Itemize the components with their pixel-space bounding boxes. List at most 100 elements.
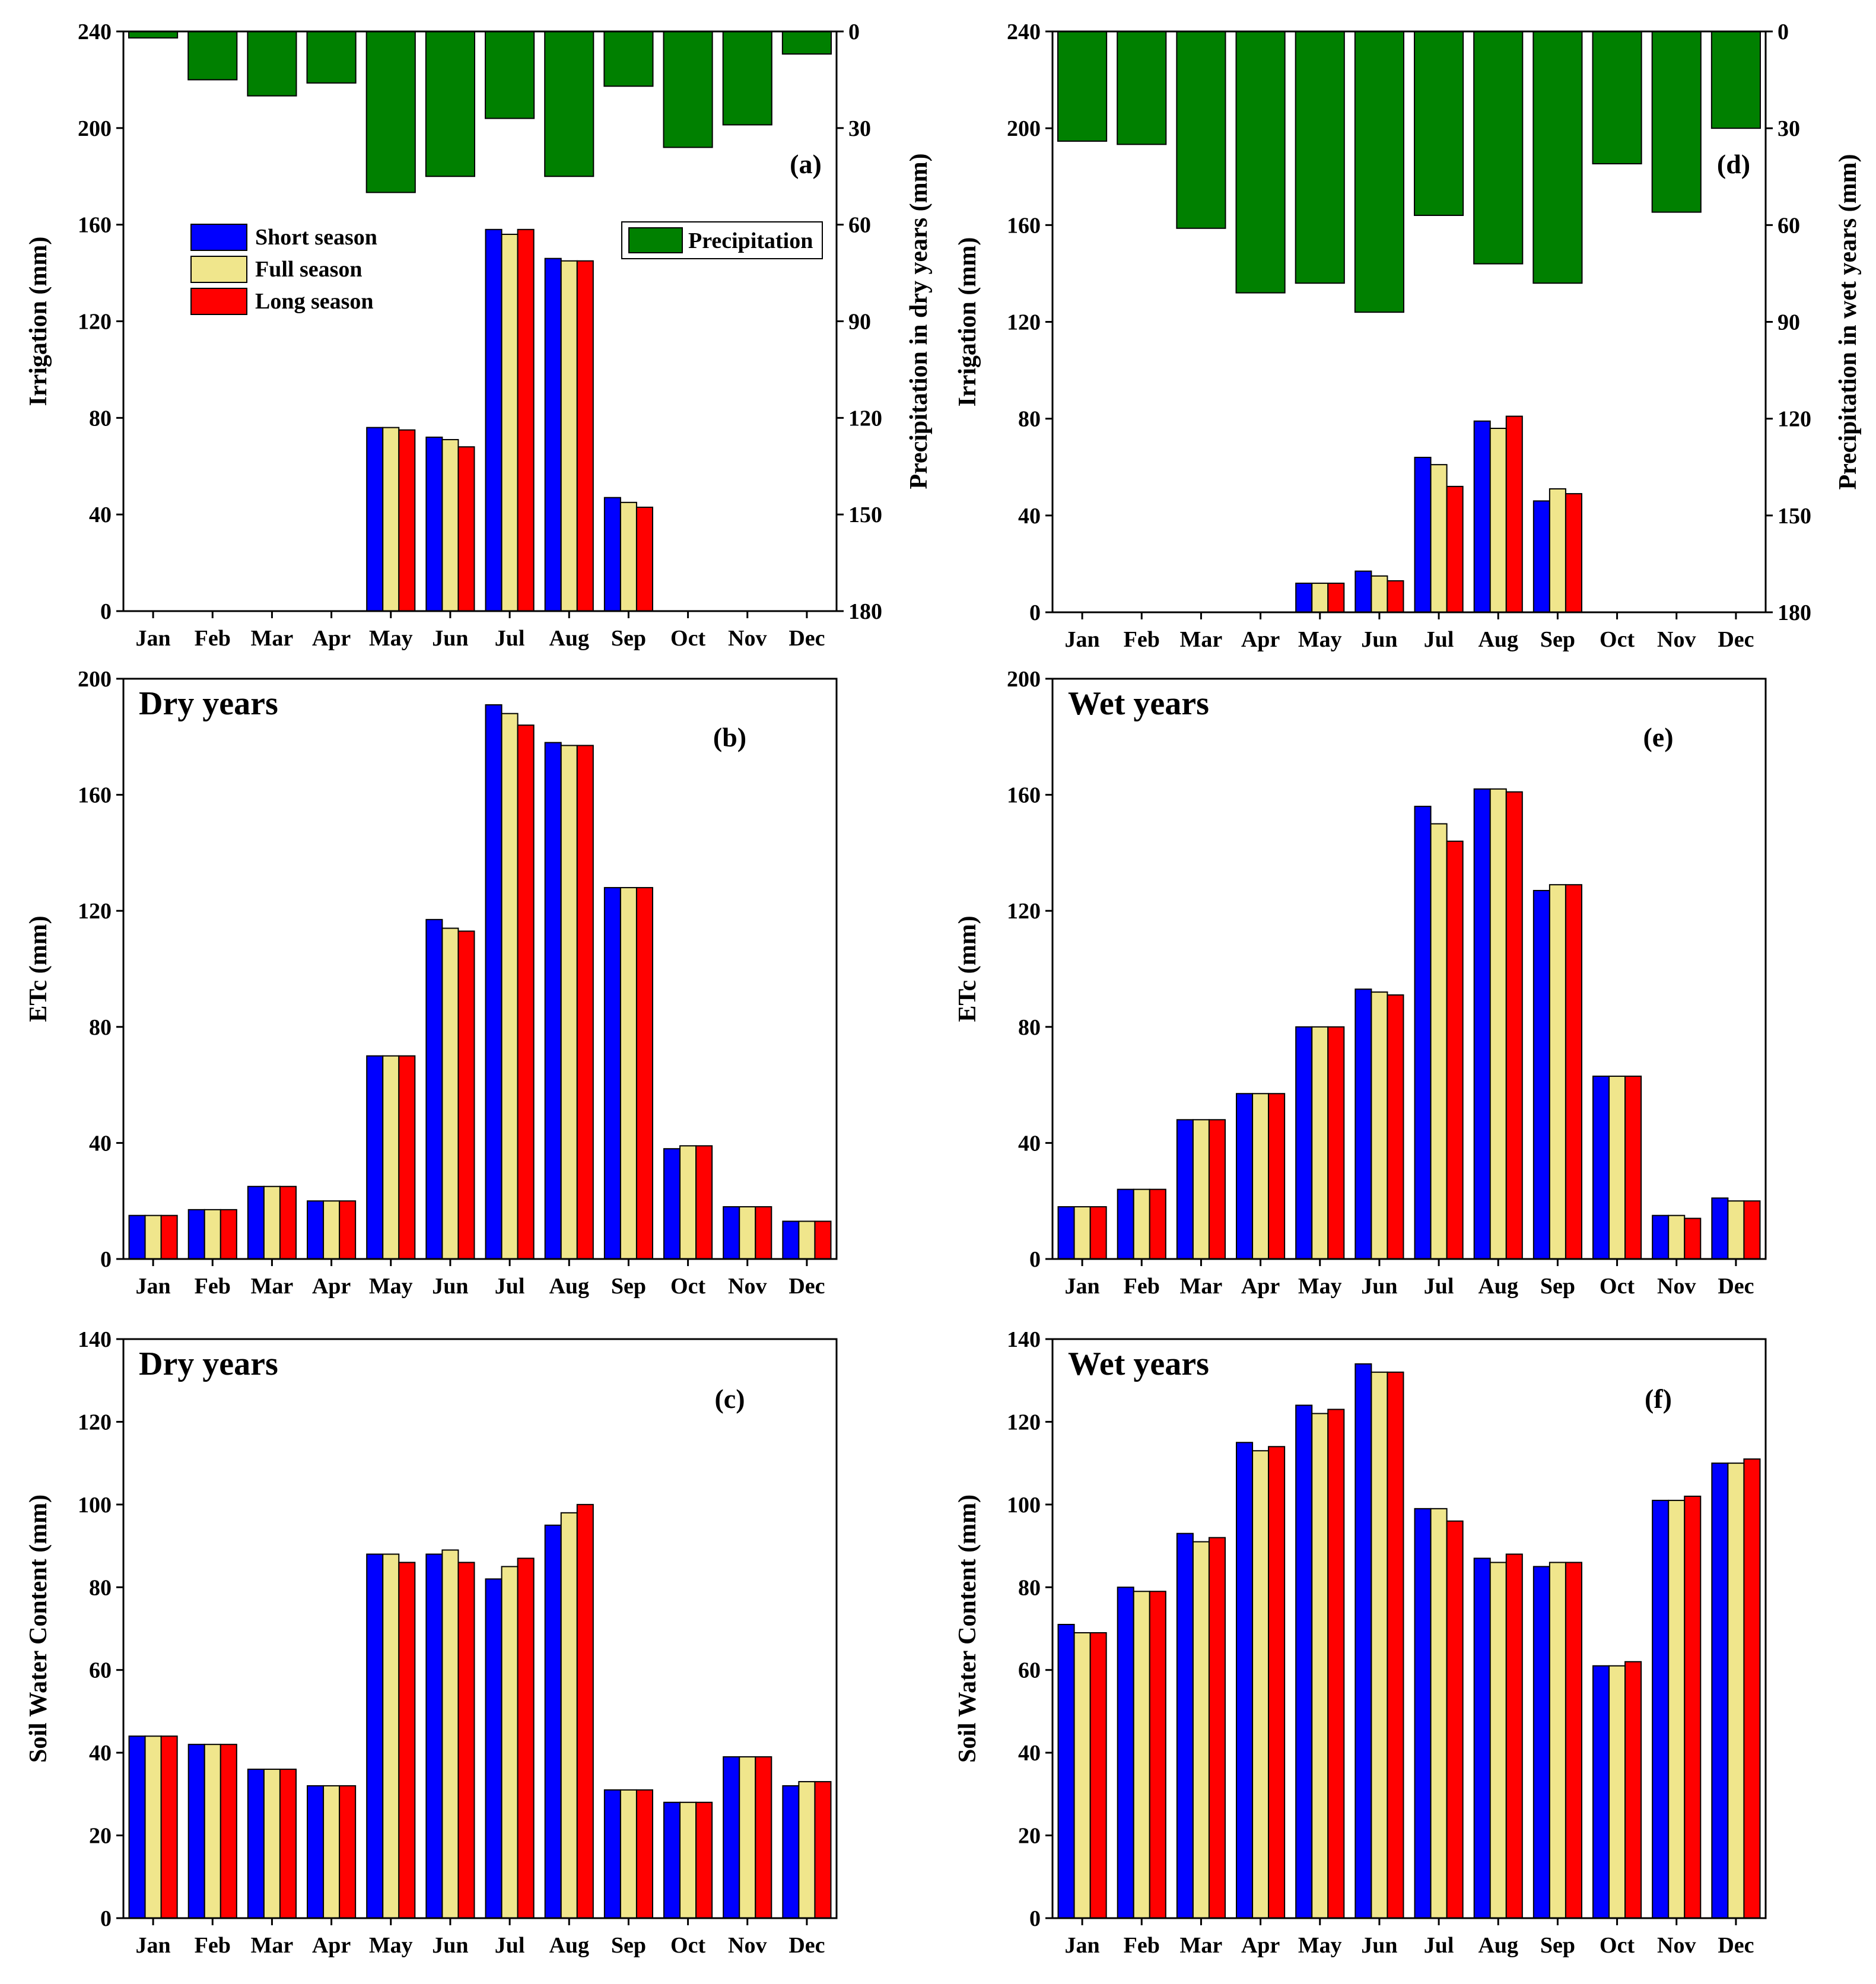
precipitation-bar-a-jul	[485, 31, 535, 119]
short-bar-c-apr	[307, 1785, 325, 1919]
short-bar-c-feb	[187, 1744, 205, 1919]
y-tick-label-f: 120	[1007, 1410, 1041, 1435]
long-bar-e-mar	[1208, 1119, 1226, 1260]
long-bar-a-may	[398, 429, 416, 612]
x-tick-label-e: Jan	[1065, 1274, 1100, 1299]
full-bar-b-dec	[798, 1220, 816, 1260]
legend-label-full: Full season	[255, 257, 363, 282]
precipitation-bar-d-sep	[1532, 31, 1583, 284]
long-bar-f-oct	[1624, 1661, 1642, 1919]
full-bar-b-sep	[619, 887, 637, 1260]
precipitation-bar-d-nov	[1651, 31, 1702, 213]
long-bar-c-may	[398, 1562, 416, 1919]
long-bar-c-feb	[220, 1744, 237, 1919]
y-tick-label-f: 140	[1007, 1327, 1041, 1352]
x-tick-label-a: Aug	[549, 626, 589, 651]
x-tick-label-a: Dec	[788, 626, 825, 651]
y-tick-label-e: 0	[1029, 1247, 1041, 1272]
x-tick-label-b: Oct	[670, 1274, 705, 1299]
x-tick-label-e: May	[1298, 1274, 1342, 1299]
full-bar-c-nov	[739, 1756, 756, 1919]
x-tick-label-c: May	[369, 1933, 413, 1958]
long-bar-b-feb	[220, 1209, 237, 1260]
y-tick-label-d: 160	[1007, 213, 1041, 238]
y2-tick-label-a: 0	[848, 20, 860, 44]
chart-panel-d: 0 40 80 120 160 200 240 Jan Feb Mar Apr May Jun Jul Au…	[954, 20, 1862, 652]
x-tick-label-b: Nov	[728, 1274, 767, 1299]
x-tick-label-c: Mar	[251, 1933, 294, 1958]
y2-tick-label-d: 180	[1778, 600, 1811, 625]
y2-tick-label-a: 90	[848, 310, 871, 335]
x-tick-label-e: Jun	[1361, 1274, 1397, 1299]
short-bar-f-may	[1295, 1404, 1313, 1919]
full-bar-b-jun	[441, 927, 459, 1260]
full-bar-e-aug	[1489, 788, 1507, 1260]
full-bar-e-may	[1311, 1026, 1329, 1260]
short-bar-a-aug	[544, 257, 562, 612]
long-bar-f-sep	[1565, 1562, 1582, 1919]
x-tick-label-d: May	[1298, 627, 1342, 652]
long-bar-b-sep	[635, 887, 653, 1260]
short-bar-b-aug	[544, 742, 562, 1260]
short-bar-c-jan	[128, 1735, 146, 1919]
y-axis-title-f: Soil Water Content (mm)	[954, 1495, 981, 1763]
full-bar-e-sep	[1549, 884, 1566, 1260]
x-tick-label-a: Jul	[495, 626, 525, 651]
precipitation-bar-d-aug	[1473, 31, 1524, 265]
x-tick-label-c: Sep	[611, 1933, 646, 1958]
full-bar-f-nov	[1668, 1499, 1686, 1919]
y-tick-label-c: 60	[89, 1658, 112, 1683]
long-bar-f-dec	[1743, 1458, 1761, 1919]
y-tick-label-e: 120	[1007, 899, 1041, 924]
x-tick-label-a: Jun	[432, 626, 468, 651]
full-bar-a-jul	[501, 233, 519, 612]
long-bar-d-may	[1327, 583, 1345, 613]
short-bar-b-sep	[603, 887, 621, 1260]
full-bar-b-apr	[323, 1200, 341, 1260]
short-bar-f-dec	[1711, 1462, 1729, 1919]
y-tick-label-b: 120	[78, 899, 112, 924]
long-bar-e-apr	[1268, 1093, 1286, 1260]
x-tick-label-a: Nov	[728, 626, 767, 651]
legend-swatch-long	[190, 288, 247, 315]
y2-axis-title-d: Precipitation in wet years (mm)	[1834, 154, 1862, 489]
y2-tick-label-d: 150	[1778, 504, 1811, 529]
x-tick-label-e: Nov	[1657, 1274, 1696, 1299]
long-bar-e-jun	[1387, 994, 1404, 1260]
x-tick-label-a: Mar	[251, 626, 294, 651]
long-bar-e-feb	[1149, 1188, 1166, 1260]
long-bar-d-sep	[1565, 493, 1582, 613]
long-bar-c-aug	[576, 1503, 594, 1919]
long-bar-e-sep	[1565, 884, 1582, 1260]
precipitation-bar-d-mar	[1176, 31, 1226, 229]
chart-panel-c: 0 20 40 60 80 100 120 140 Jan Feb Mar Apr May Jun Jul A…	[25, 1327, 838, 1958]
precipitation-bar-a-feb	[187, 31, 238, 81]
x-tick-label-b: Aug	[549, 1274, 589, 1299]
precipitation-bar-a-dec	[781, 31, 832, 55]
precipitation-bar-a-mar	[247, 31, 297, 97]
full-bar-c-mar	[263, 1769, 281, 1919]
x-tick-label-a: Jan	[136, 626, 171, 651]
x-tick-label-d: Nov	[1657, 627, 1696, 652]
precipitation-bar-a-sep	[603, 31, 654, 87]
y2-tick-label-d: 60	[1778, 213, 1800, 238]
x-tick-label-c: Aug	[549, 1933, 589, 1958]
x-tick-label-f: May	[1298, 1933, 1342, 1958]
precipitation-bar-a-jan	[128, 31, 179, 39]
y-tick-label-c: 40	[89, 1741, 112, 1766]
short-bar-c-dec	[782, 1785, 800, 1919]
y2-tick-label-a: 180	[848, 599, 882, 624]
long-bar-e-jul	[1446, 840, 1464, 1260]
full-bar-b-oct	[679, 1145, 697, 1260]
short-bar-f-apr	[1236, 1442, 1254, 1919]
x-tick-label-f: Jun	[1361, 1933, 1397, 1958]
long-bar-e-dec	[1743, 1200, 1761, 1260]
full-bar-b-feb	[204, 1209, 221, 1260]
y-tick-label-d: 200	[1007, 116, 1041, 141]
full-bar-c-sep	[619, 1789, 637, 1919]
long-bar-f-jul	[1446, 1520, 1464, 1919]
legend: Short season Full season Long season Precip…	[190, 221, 823, 315]
y2-tick-label-d: 120	[1778, 407, 1811, 432]
short-bar-a-jul	[485, 228, 503, 612]
y-axis-title-a: Irrigation (mm)	[25, 237, 52, 406]
